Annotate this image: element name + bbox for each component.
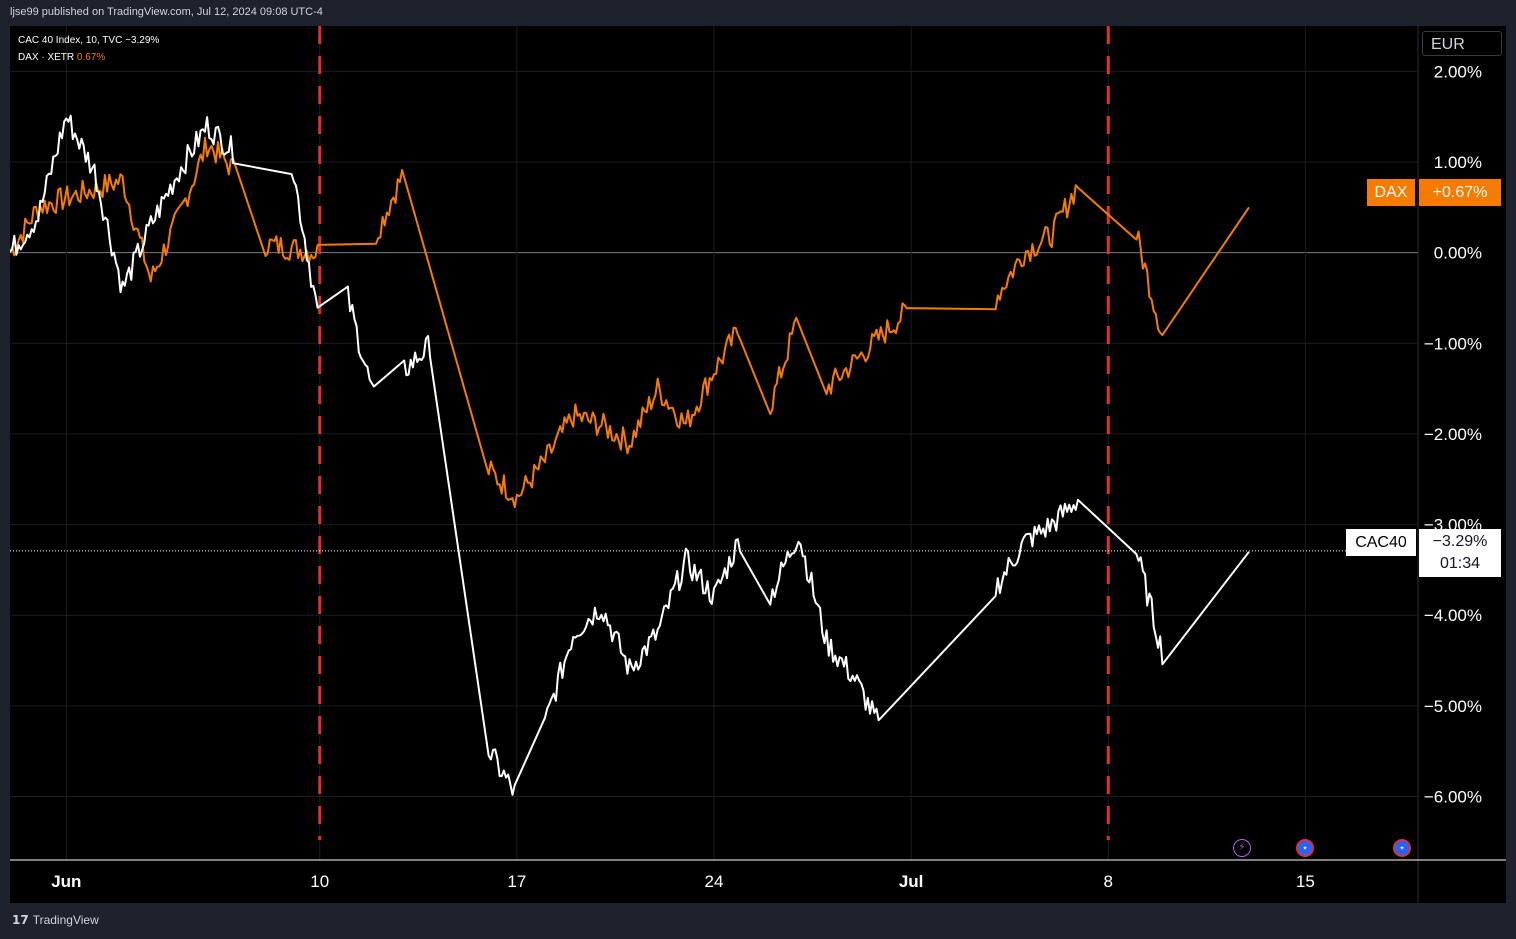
footer-brand-text: TradingView <box>32 913 99 927</box>
series-layer <box>10 114 1346 796</box>
tradingview-logo-icon: 𝟭𝟳 <box>12 913 29 927</box>
legend-cac40[interactable]: CAC 40 Index, 10, TVC −3.29% <box>18 35 159 46</box>
footer-brand[interactable]: 𝟭𝟳 TradingView <box>12 913 99 927</box>
legend-cac40-value: −3.29% <box>125 35 160 46</box>
x-axis: Jun 10 17 24 Jul 8 15 <box>10 859 1506 891</box>
chart-svg[interactable]: 2.00%1.00%0.00%−1.00%−2.00%−3.00%−4.00%−… <box>10 26 1506 903</box>
legend-dax[interactable]: DAX · XETR 0.67% <box>18 52 105 63</box>
x-tick-label: 10 <box>310 872 329 891</box>
y-tick-label: −5.00% <box>1424 697 1482 716</box>
legend-cac40-label: CAC 40 Index, 10, TVC <box>18 35 123 46</box>
cac40-price-tag: −3.29% 01:34 <box>1419 529 1501 577</box>
chart-frame <box>10 26 1506 903</box>
earnings-icon[interactable]: ⋆ <box>1296 839 1314 857</box>
y-tick-label: 1.00% <box>1434 153 1482 172</box>
y-tick-label: −2.00% <box>1424 425 1482 444</box>
x-tick-label: Jul <box>899 872 924 891</box>
cac40-price-tag-value: −3.29% <box>1432 533 1488 550</box>
dax-price-tag-value: +0.67% <box>1419 179 1501 206</box>
x-tick-label: 17 <box>507 872 526 891</box>
y-tick-label: −4.00% <box>1424 606 1482 625</box>
x-tick-label: 8 <box>1104 872 1113 891</box>
earnings-icon[interactable]: ⋆ <box>1393 839 1411 857</box>
y-axis: 2.00%1.00%0.00%−1.00%−2.00%−3.00%−4.00%−… <box>1417 26 1482 903</box>
x-tick-label: 24 <box>705 872 724 891</box>
dax-price-tag-name: DAX <box>1367 179 1415 206</box>
y-tick-label: 0.00% <box>1434 244 1482 263</box>
cac40-price-tag-name: CAC40 <box>1346 529 1416 556</box>
cac40-bar-countdown: 01:34 <box>1439 555 1481 572</box>
x-tick-label: 15 <box>1296 872 1315 891</box>
series-line-dax <box>10 136 1250 509</box>
y-tick-label: −1.00% <box>1424 334 1482 353</box>
currency-selector[interactable]: EUR <box>1422 31 1502 56</box>
y-tick-label: −6.00% <box>1424 788 1482 807</box>
legend-dax-value: 0.67% <box>76 52 106 63</box>
vertical-marker-layer <box>318 26 1110 840</box>
legend-dax-label: DAX · XETR <box>18 52 75 63</box>
series-line-cac40 <box>10 114 1250 796</box>
publisher-header: ljse99 published on TradingView.com, Jul… <box>10 6 323 18</box>
lightning-icon[interactable]: ⚡ <box>1233 839 1251 857</box>
x-tick-label: Jun <box>51 872 81 891</box>
y-tick-label: 2.00% <box>1434 62 1482 81</box>
